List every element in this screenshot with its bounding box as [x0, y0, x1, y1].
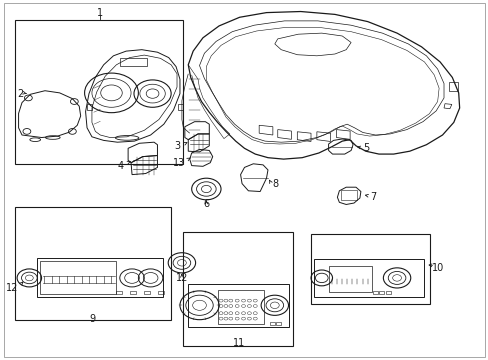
Text: 2: 2: [18, 89, 24, 99]
Bar: [386, 291, 390, 294]
Bar: [313, 259, 423, 297]
Text: 8: 8: [272, 179, 279, 189]
Bar: [116, 291, 122, 294]
Bar: [310, 234, 429, 304]
Bar: [37, 258, 163, 297]
Bar: [448, 82, 457, 91]
Bar: [269, 322, 274, 325]
Text: 11: 11: [232, 338, 244, 348]
Bar: [120, 58, 146, 66]
Bar: [341, 190, 356, 200]
Bar: [276, 322, 281, 325]
Text: 13: 13: [172, 158, 184, 168]
Text: 12: 12: [6, 283, 19, 293]
Bar: [144, 291, 150, 294]
Text: 6: 6: [203, 199, 209, 210]
Bar: [40, 261, 116, 294]
Bar: [328, 266, 371, 292]
Bar: [217, 290, 264, 324]
Text: 12: 12: [175, 273, 188, 283]
Text: 7: 7: [370, 192, 376, 202]
Bar: [372, 291, 377, 294]
Text: 5: 5: [362, 143, 368, 153]
Text: 3: 3: [173, 141, 180, 151]
Bar: [15, 20, 183, 164]
Text: 1: 1: [97, 8, 103, 18]
Bar: [183, 232, 293, 346]
Text: 9: 9: [90, 314, 96, 324]
Bar: [378, 291, 383, 294]
Bar: [130, 291, 136, 294]
Bar: [188, 284, 288, 327]
Text: 10: 10: [430, 263, 443, 273]
Bar: [158, 291, 163, 294]
Bar: [15, 207, 171, 320]
Text: 4: 4: [117, 161, 123, 171]
